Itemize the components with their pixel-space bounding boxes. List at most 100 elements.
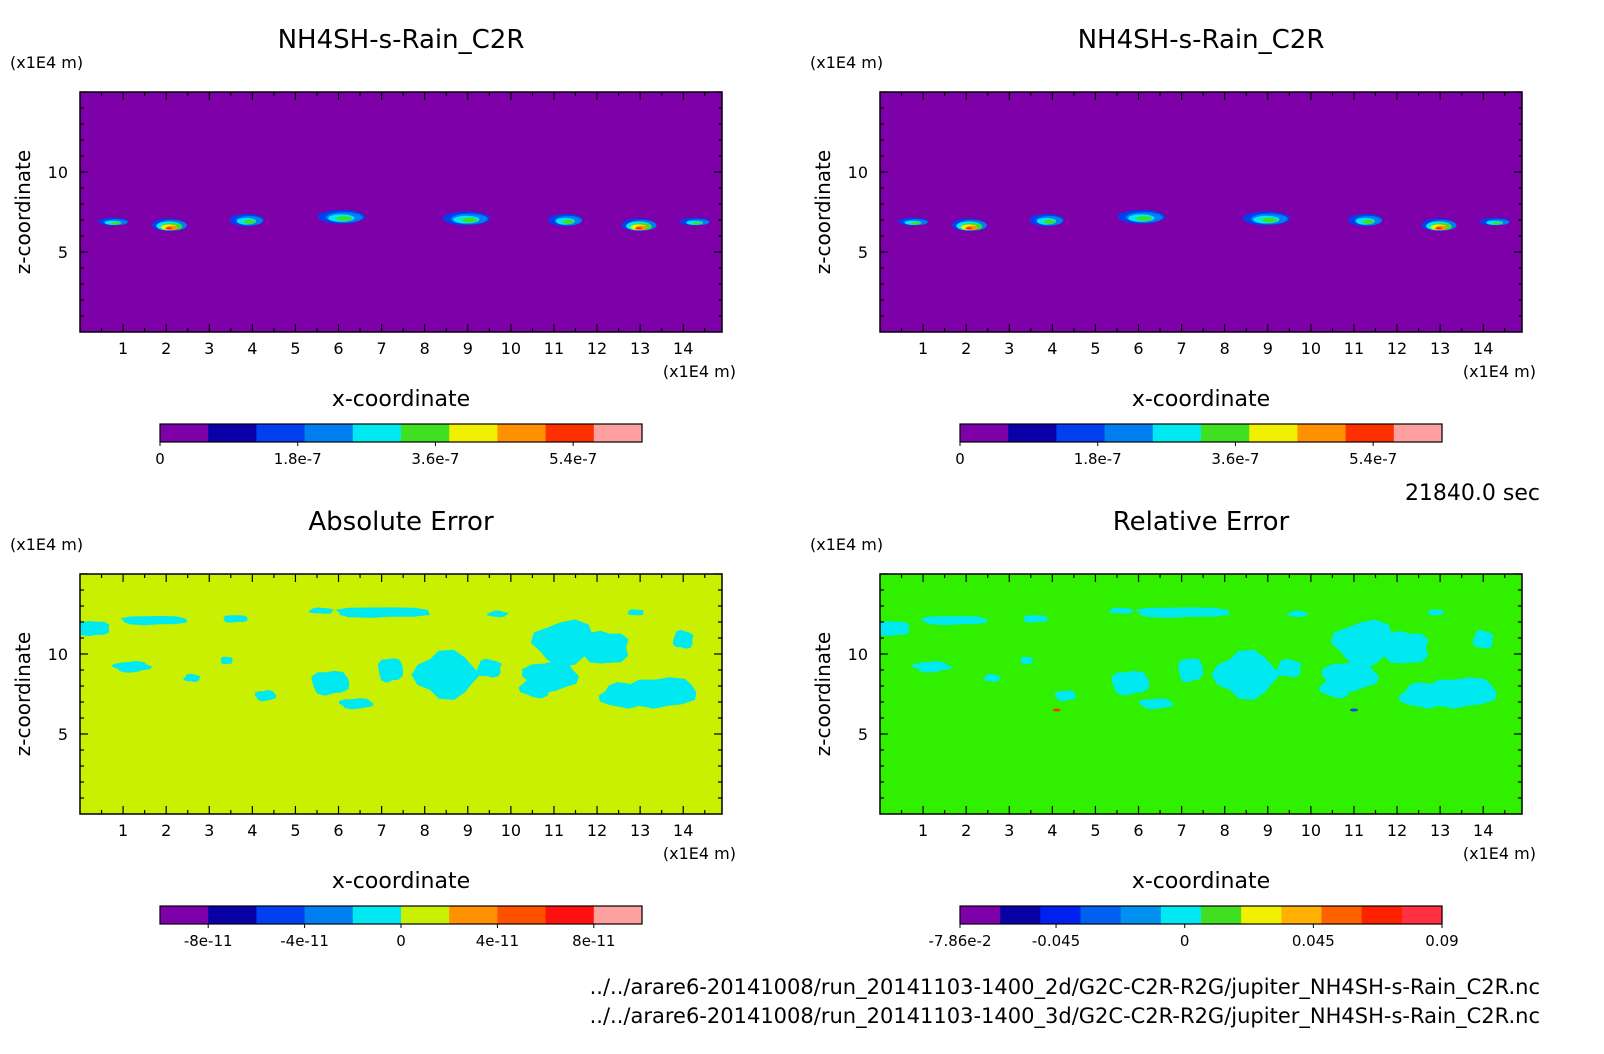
x-tick-label: 1	[118, 339, 128, 358]
error-patch	[598, 682, 646, 709]
x-tick-label: 8	[420, 339, 430, 358]
colorbar-tick-label: -8e-11	[184, 932, 233, 950]
colorbar-tick-label: 0	[1180, 932, 1190, 950]
colorbar-swatch	[1104, 424, 1154, 442]
file-path-1: ../../arare6-20141008/run_20141103-1400_…	[590, 975, 1540, 1000]
contour-level	[1043, 219, 1056, 224]
chart-title: Relative Error	[1113, 507, 1290, 537]
x-tick-label: 7	[377, 339, 387, 358]
colorbar-swatch	[160, 424, 209, 442]
error-patch	[183, 673, 201, 682]
x-unit-label: (x1E4 m)	[663, 844, 736, 863]
x-tick-label: 13	[1430, 339, 1450, 358]
colorbar-swatch	[497, 906, 547, 924]
contour-level	[692, 222, 703, 225]
error-patch	[518, 676, 554, 699]
x-tick-label: 1	[118, 821, 128, 840]
y-axis-label: z-coordinate	[11, 150, 35, 274]
plot-frame	[879, 91, 1523, 333]
x-tick-label: 5	[290, 821, 300, 840]
colorbar-tick-label: 1.8e-7	[1074, 450, 1122, 468]
cloud-feature	[1479, 217, 1510, 226]
x-tick-label: 5	[1090, 821, 1100, 840]
colorbar: 0 1.8e-7 3.6e-7 5.4e-7	[155, 423, 643, 468]
colorbar-frame	[159, 423, 643, 443]
colorbar-swatch	[1201, 906, 1242, 924]
error-patch	[1023, 615, 1048, 623]
colorbar-tick-label: 4e-11	[476, 932, 519, 950]
x-axis-label: x-coordinate	[332, 869, 470, 894]
error-patch	[983, 673, 1001, 682]
x-tick-label: 9	[1263, 821, 1273, 840]
colorbar-swatch	[1201, 424, 1250, 442]
axes-ticks	[880, 573, 1522, 814]
colorbar-swatch	[1297, 424, 1347, 442]
error-patch	[1472, 629, 1494, 649]
plot-frame	[879, 573, 1523, 815]
error-patch	[308, 607, 334, 614]
x-tick-label: 14	[1473, 821, 1493, 840]
colorbar-tick-label: 1.8e-7	[274, 450, 322, 468]
x-tick-label: 4	[1047, 821, 1057, 840]
error-patch	[1427, 609, 1445, 616]
axes-ticks	[80, 91, 722, 332]
x-tick-label: 10	[501, 339, 521, 358]
x-tick-label: 14	[673, 339, 693, 358]
x-tick-label: 1	[918, 339, 928, 358]
colorbar-frame	[959, 423, 1443, 443]
cloud-feature	[1242, 211, 1290, 226]
colorbar-swatch	[449, 424, 498, 442]
error-patch	[1276, 658, 1302, 678]
x-tick-label: 13	[1430, 821, 1450, 840]
colorbar-swatch	[1241, 906, 1282, 924]
colorbar-swatch	[545, 424, 595, 442]
x-tick-label: 6	[1133, 339, 1143, 358]
x-tick-label: 9	[463, 339, 473, 358]
x-tick-label: 14	[673, 821, 693, 840]
contour-level	[1435, 227, 1443, 230]
contour-level	[1261, 217, 1278, 223]
y-tick-label: 5	[858, 725, 868, 744]
colorbar-tick-label: 0.09	[1425, 932, 1458, 950]
error-patch	[120, 616, 187, 626]
x-tick-label: 2	[961, 339, 971, 358]
colorbar-swatch	[1152, 424, 1202, 442]
y-unit-label: (x1E4 m)	[810, 535, 883, 554]
error-patch	[1211, 649, 1281, 700]
x-tick-label: 2	[161, 339, 171, 358]
x-tick-label: 14	[1473, 339, 1493, 358]
error-patch	[1054, 690, 1077, 702]
y-axis-label: z-coordinate	[11, 632, 35, 756]
cloud-feature	[621, 218, 657, 231]
x-tick-label: 6	[333, 339, 343, 358]
x-tick-label: 4	[247, 339, 257, 358]
cloud-feature	[1421, 218, 1457, 231]
colorbar-swatch	[545, 906, 595, 924]
colorbar-swatch	[1361, 906, 1403, 924]
cloud-feature	[548, 213, 583, 227]
x-unit-label: (x1E4 m)	[663, 362, 736, 381]
colorbar-swatch	[1120, 906, 1162, 924]
colorbar-swatch	[1080, 906, 1122, 924]
colorbar-swatch	[1160, 906, 1202, 924]
contour-level	[165, 227, 173, 230]
colorbar-tick-label: 0	[396, 932, 406, 950]
colorbar-swatch	[1056, 424, 1106, 442]
error-patch	[1111, 670, 1150, 696]
x-axis-label: x-coordinate	[1132, 869, 1270, 894]
colorbar-tick-label: -0.045	[1032, 932, 1080, 950]
cloud-feature	[229, 213, 264, 227]
cloud-feature	[97, 217, 129, 226]
x-tick-label: 9	[1263, 339, 1273, 358]
error-patch	[628, 677, 697, 709]
colorbar-tick-label: 8e-11	[572, 932, 615, 950]
x-tick-label: 5	[290, 339, 300, 358]
error-patch	[377, 658, 403, 683]
contour-level	[110, 222, 121, 225]
error-patch	[920, 616, 987, 626]
y-unit-label: (x1E4 m)	[10, 53, 83, 72]
cloud-feature	[897, 217, 929, 226]
colorbar-frame	[959, 905, 1443, 925]
plot-frame	[79, 573, 723, 815]
